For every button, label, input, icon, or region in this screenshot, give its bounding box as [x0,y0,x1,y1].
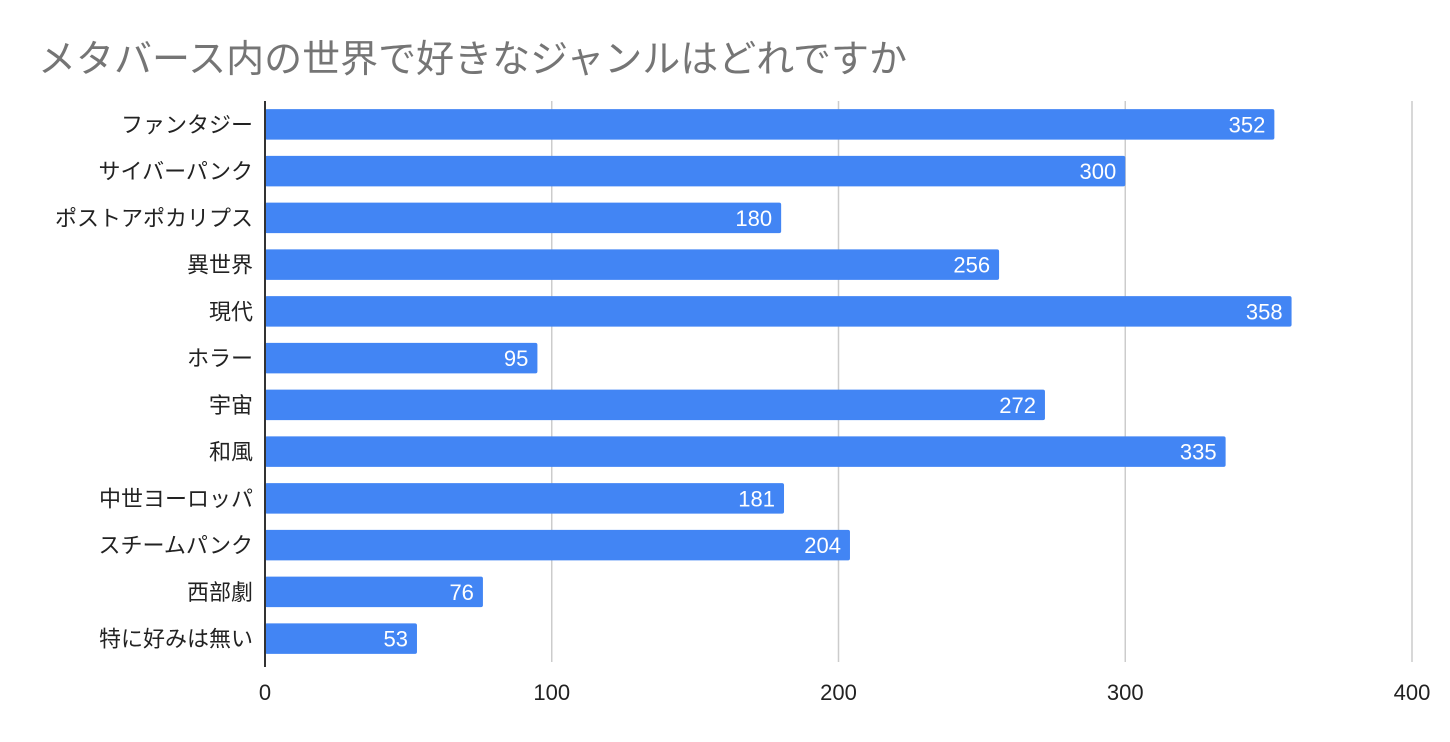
category-label: ファンタジー [121,113,253,138]
data-label: 256 [953,253,990,278]
bar [265,623,417,654]
x-tick-label: 0 [259,680,271,705]
x-axis-tick-labels: 0 100 200 300 400 [259,680,1430,705]
gridlines [551,101,1413,662]
category-label: ポストアポカリプス [55,207,253,232]
data-label: 53 [383,627,407,652]
data-label: 272 [999,393,1036,418]
category-label: ホラー [187,347,253,372]
bar [265,342,538,374]
bar [265,202,782,234]
data-label: 204 [804,533,841,558]
data-label: 335 [1180,440,1217,465]
bar [265,576,483,608]
data-label: 352 [1229,112,1266,137]
x-tick-label: 300 [1107,680,1144,705]
data-label: 76 [449,580,473,605]
x-tick-label: 100 [533,680,570,705]
data-label: 180 [735,206,772,231]
x-tick-label: 200 [820,680,857,705]
category-label: 中世ヨーロッパ [99,487,253,512]
data-label: 181 [738,486,775,511]
bar [265,529,850,561]
chart-title: メタバース内の世界で好きなジャンルはどれですか [38,37,908,81]
category-label: 宇宙 [209,394,253,419]
bar [265,155,1126,187]
data-label: 95 [504,346,528,371]
category-label: 特に好みは無い [99,628,253,653]
category-labels: ファンタジーサイバーパンクポストアポカリプス異世界現代ホラー宇宙和風中世ヨーロッ… [55,113,253,652]
data-labels: 352 300 180 256 358 95 272 335 181 204 76 53 [383,112,1282,651]
category-label: 和風 [209,441,253,466]
data-label: 358 [1246,299,1283,324]
bar [265,296,1292,327]
category-label: 異世界 [187,254,253,279]
x-tick-label: 400 [1394,680,1431,705]
bar [265,436,1226,467]
category-label: スチームパンク [99,534,253,559]
data-label: 300 [1080,159,1117,184]
bar [265,389,1045,421]
bars [265,109,1292,654]
category-label: サイバーパンク [99,160,253,185]
category-label: 西部劇 [187,581,253,606]
bar [265,109,1275,140]
bar [265,249,1000,280]
bar [265,483,785,514]
category-label: 現代 [209,300,253,325]
